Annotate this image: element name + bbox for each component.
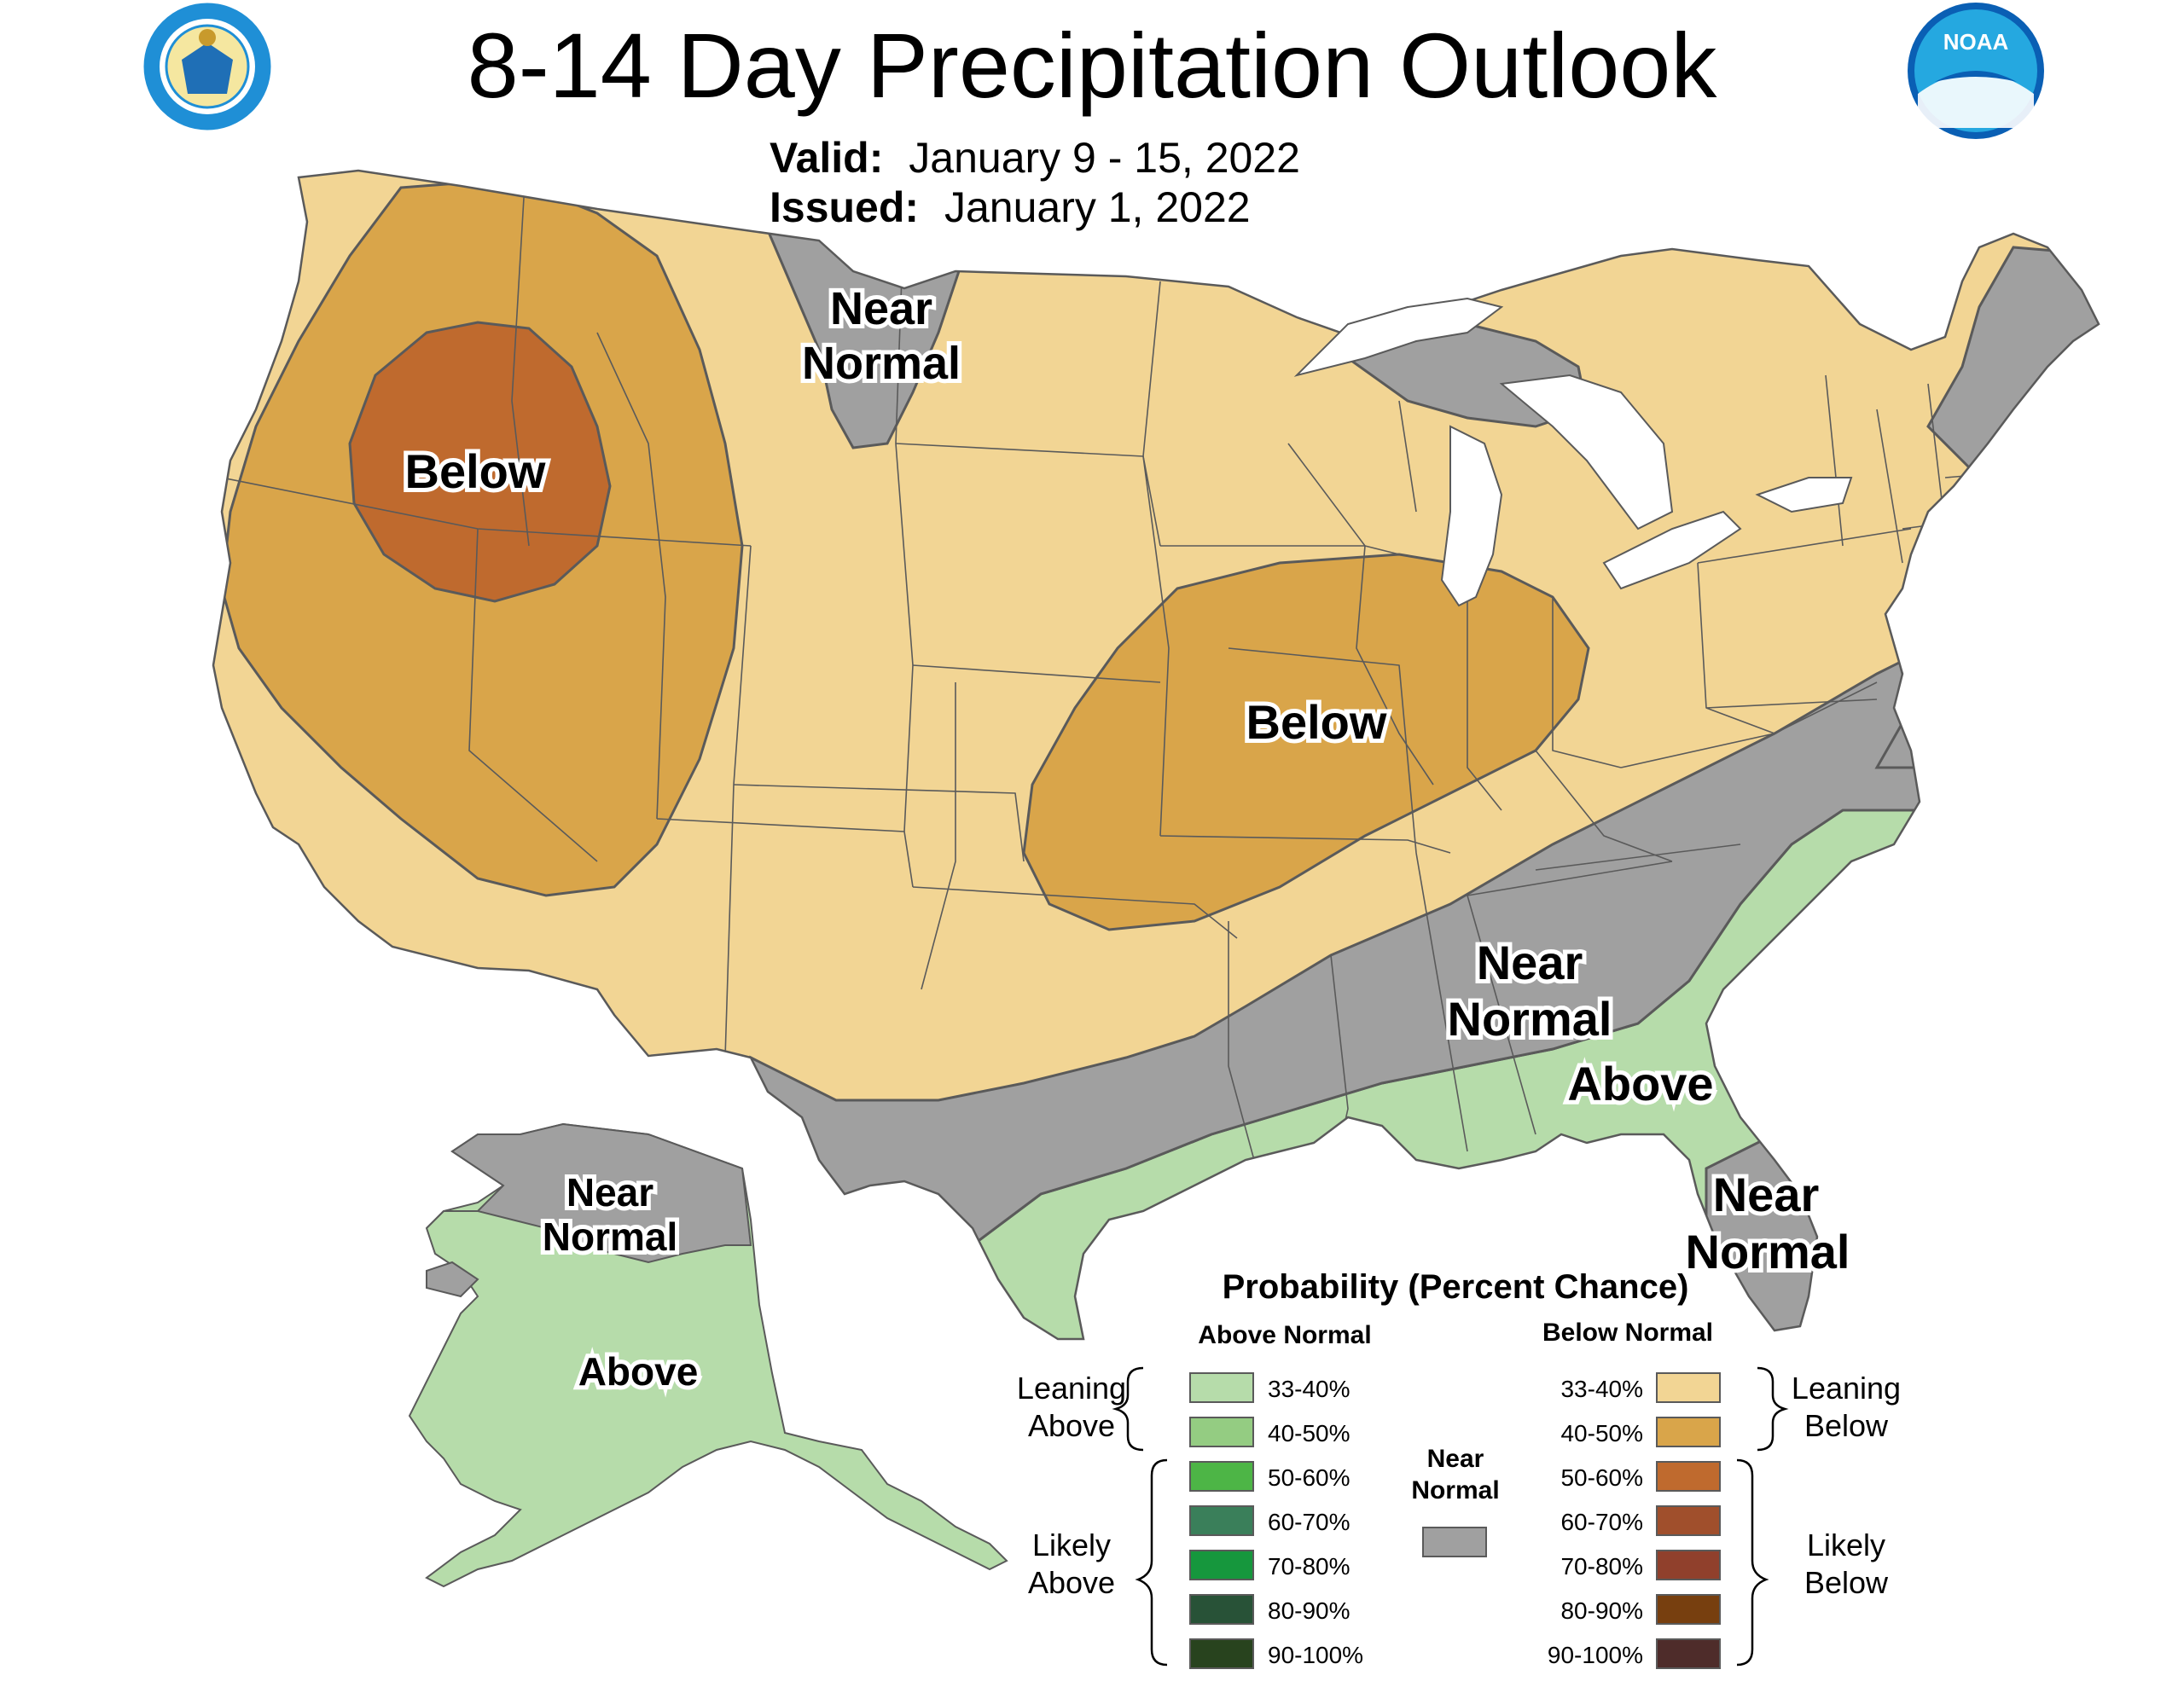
legend-likely-below-1: Likely	[1807, 1528, 1885, 1562]
label-near-normal-south-1: Near	[1477, 936, 1583, 989]
legend-above-range-6: 90-100%	[1268, 1642, 1363, 1668]
brace-leaning-below	[1757, 1366, 1789, 1452]
legend-above-swatch-0	[1189, 1372, 1254, 1403]
legend-above-swatch-3	[1189, 1505, 1254, 1536]
brace-likely-below	[1736, 1458, 1769, 1667]
legend-below-swatch-2	[1656, 1461, 1721, 1492]
legend-above-range-4: 70-80%	[1268, 1553, 1350, 1580]
label-below-west: Below	[405, 444, 546, 498]
legend-above-swatch-4	[1189, 1550, 1254, 1580]
legend-below-swatch-1	[1656, 1417, 1721, 1447]
legend-above-range-3: 60-70%	[1268, 1509, 1350, 1535]
legend-leaning-below-1: Leaning	[1792, 1371, 1901, 1406]
department-of-commerce-seal-icon	[141, 0, 274, 133]
south-near-normal-area	[749, 629, 1964, 1339]
map-labels: Near Normal Below Below Near Normal Abov…	[401, 279, 1855, 1398]
legend-near-normal-label-1: Near	[1427, 1445, 1484, 1473]
legend-below-swatch-5	[1656, 1594, 1721, 1625]
label-below-central: Below	[1246, 695, 1387, 749]
noaa-logo-icon: NOAA	[1908, 3, 2044, 139]
legend-below-swatch-6	[1656, 1638, 1721, 1669]
label-above-alaska: Above	[578, 1349, 699, 1394]
alaska-near-normal-area	[450, 1122, 752, 1264]
label-near-normal-florida-2: Normal	[1686, 1225, 1850, 1278]
issued-label: Issued:	[770, 183, 920, 231]
legend-above-range-0: 33-40%	[1268, 1376, 1350, 1402]
label-near-normal-florida-1: Near	[1713, 1168, 1820, 1221]
label-near-normal-alaska-2: Normal	[543, 1215, 677, 1259]
page-title: 8-14 Day Precipitation Outlook	[467, 14, 1717, 117]
alaska-land	[408, 1122, 1008, 1588]
legend-above-swatch-1	[1189, 1417, 1254, 1447]
label-near-normal-north-2: Normal	[802, 338, 961, 389]
legend-below-swatch-4	[1656, 1550, 1721, 1580]
legend-below-swatch-0	[1656, 1372, 1721, 1403]
legend-above-swatch-2	[1189, 1461, 1254, 1492]
legend-leaning-below-2: Below	[1804, 1408, 1889, 1443]
brace-likely-above	[1135, 1458, 1168, 1667]
west-below-50-60-area	[348, 321, 612, 603]
legend-above-swatch-5	[1189, 1594, 1254, 1625]
legend-likely-above-2: Above	[1028, 1565, 1115, 1600]
legend-below-range-3: 60-70%	[1560, 1509, 1643, 1535]
legend-above-swatches: 33-40% 40-50% 50-60% 60-70% 70-80% 80-90% 90-1…	[1189, 1372, 1363, 1669]
valid-value: January 9 - 15, 2022	[909, 134, 1300, 182]
label-near-normal-alaska-1: Near	[566, 1170, 653, 1215]
legend-leaning-above-1: Leaning	[1017, 1371, 1126, 1406]
legend-below-range-1: 40-50%	[1560, 1420, 1643, 1446]
label-near-normal-north-1: Near	[830, 283, 932, 334]
legend-below-range-0: 33-40%	[1560, 1376, 1643, 1402]
noaa-logo-text: NOAA	[1943, 29, 2009, 55]
legend-below-header: Below Normal	[1542, 1319, 1713, 1347]
legend-below-swatches: 33-40% 40-50% 50-60% 60-70% 70-80% 80-90% 90-1…	[1548, 1372, 1721, 1669]
legend-below-range-6: 90-100%	[1548, 1642, 1643, 1668]
legend-above-range-5: 80-90%	[1268, 1597, 1350, 1624]
legend-leaning-above-2: Above	[1028, 1408, 1115, 1443]
issued-line: Issued: January 1, 2022	[770, 183, 1251, 232]
legend-below-range-2: 50-60%	[1560, 1464, 1643, 1491]
legend-below-range-5: 80-90%	[1560, 1597, 1643, 1624]
legend-above-swatch-6	[1189, 1638, 1254, 1669]
valid-label: Valid:	[770, 134, 884, 182]
great-lakes	[1293, 297, 1853, 607]
label-near-normal-south-2: Normal	[1448, 992, 1612, 1046]
legend-likely-below-2: Below	[1804, 1565, 1889, 1600]
legend-above-range-1: 40-50%	[1268, 1420, 1350, 1446]
legend-above-range-2: 50-60%	[1268, 1464, 1350, 1491]
legend-near-normal-label-2: Normal	[1411, 1476, 1499, 1504]
legend-near-normal-swatch	[1422, 1527, 1487, 1557]
legend-above-header: Above Normal	[1198, 1321, 1371, 1349]
legend-below-range-4: 70-80%	[1560, 1553, 1643, 1580]
valid-line: Valid: January 9 - 15, 2022	[770, 133, 1300, 183]
legend-likely-above-1: Likely	[1032, 1528, 1111, 1562]
brace-leaning-above	[1112, 1366, 1144, 1452]
issued-value: January 1, 2022	[944, 183, 1251, 231]
legend-title: Probability (Percent Chance)	[1223, 1268, 1689, 1306]
alaska-region	[408, 1122, 1008, 1588]
legend: Probability (Percent Chance) Above Norma…	[1017, 1268, 1901, 1669]
legend-below-swatch-3	[1656, 1505, 1721, 1536]
label-above-southeast: Above	[1567, 1057, 1713, 1110]
